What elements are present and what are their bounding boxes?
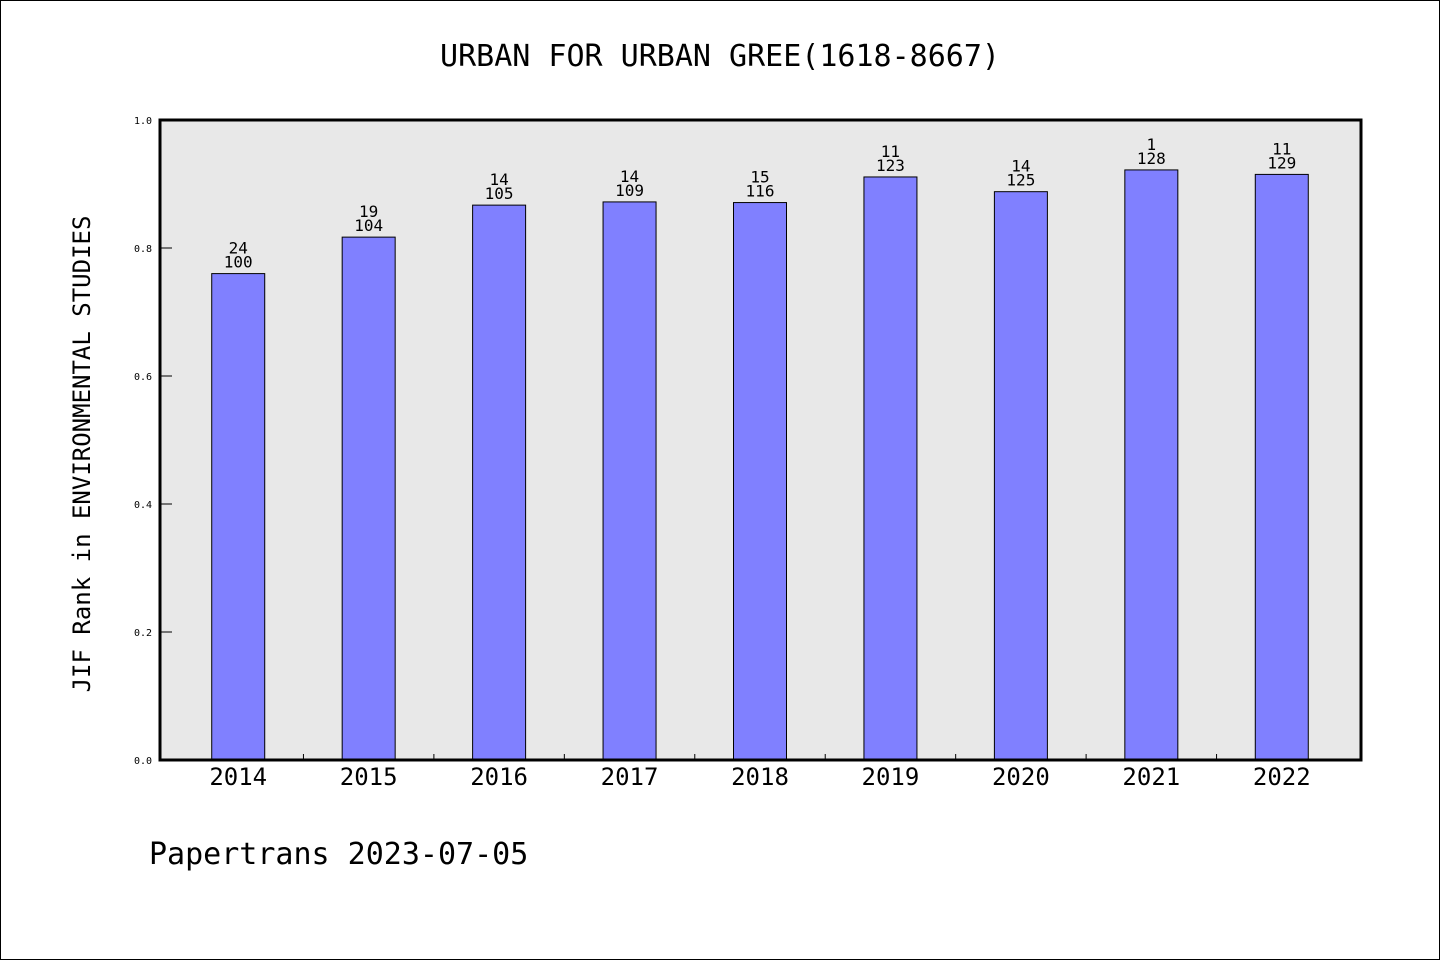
y-axis: 0.0 0.2 0.4 0.6 0.8 1.0 <box>134 116 172 767</box>
x-tick-label-2019: 2019 <box>862 763 920 791</box>
x-tick-label-2018: 2018 <box>731 763 789 791</box>
total-label-2018: 116 <box>746 182 775 201</box>
total-label-2019: 123 <box>876 156 905 175</box>
x-tick-label-2021: 2021 <box>1122 763 1180 791</box>
rank-label-2015: 19 <box>359 202 378 221</box>
y-axis-label: JIF Rank in ENVIRONMENTAL STUDIES <box>68 216 96 693</box>
y-tick-label: 0.2 <box>134 628 152 639</box>
bar-2021 <box>1124 169 1179 761</box>
total-label-2014: 100 <box>224 253 253 272</box>
bar-2018 <box>733 202 787 761</box>
x-tick-label-2022: 2022 <box>1253 763 1311 791</box>
bar-2019 <box>863 176 918 761</box>
y-tick-label: 1.0 <box>134 116 152 127</box>
x-axis: 2014 2015 2016 2017 2018 2019 2020 2021 2022 <box>209 754 1311 791</box>
x-tick-label-2017: 2017 <box>601 763 659 791</box>
rank-label-2016: 14 <box>489 170 508 189</box>
rank-label-2014: 24 <box>229 239 248 258</box>
x-tick-label-2014: 2014 <box>209 763 267 791</box>
bar-2020 <box>993 191 1048 761</box>
rank-label-2021: 1 <box>1147 135 1157 154</box>
total-label-2020: 125 <box>1006 171 1035 190</box>
x-tick-label-2020: 2020 <box>992 763 1050 791</box>
rank-label-2017: 14 <box>620 167 639 186</box>
rank-label-2019: 11 <box>881 142 900 161</box>
total-label-2016: 105 <box>485 184 514 203</box>
total-label-2022: 129 <box>1267 153 1296 172</box>
chart-title: URBAN FOR URBAN GREE(1618-8667) <box>440 39 1000 74</box>
bar-2022 <box>1254 173 1309 761</box>
x-tick-label-2015: 2015 <box>340 763 398 791</box>
rank-label-2018: 15 <box>750 168 769 187</box>
bar-2014 <box>211 273 266 761</box>
y-tick-label: 0.6 <box>134 372 152 383</box>
bar-2015 <box>341 236 396 761</box>
total-label-2021: 128 <box>1137 149 1166 168</box>
total-label-2017: 109 <box>615 181 644 200</box>
y-tick-label: 0.8 <box>134 244 152 255</box>
footer-credit: Papertrans 2023-07-05 <box>149 837 528 872</box>
bar-2017 <box>602 201 657 761</box>
y-tick-label: 0.4 <box>134 500 152 511</box>
bar-2016 <box>472 204 527 761</box>
x-tick-label-2016: 2016 <box>470 763 528 791</box>
y-tick-label: 0.0 <box>134 756 152 767</box>
bars-layer <box>211 169 1309 761</box>
rank-label-2020: 14 <box>1011 157 1030 176</box>
plot-border <box>158 118 1363 762</box>
rank-label-2022: 11 <box>1272 139 1291 158</box>
total-label-2015: 104 <box>354 216 383 235</box>
